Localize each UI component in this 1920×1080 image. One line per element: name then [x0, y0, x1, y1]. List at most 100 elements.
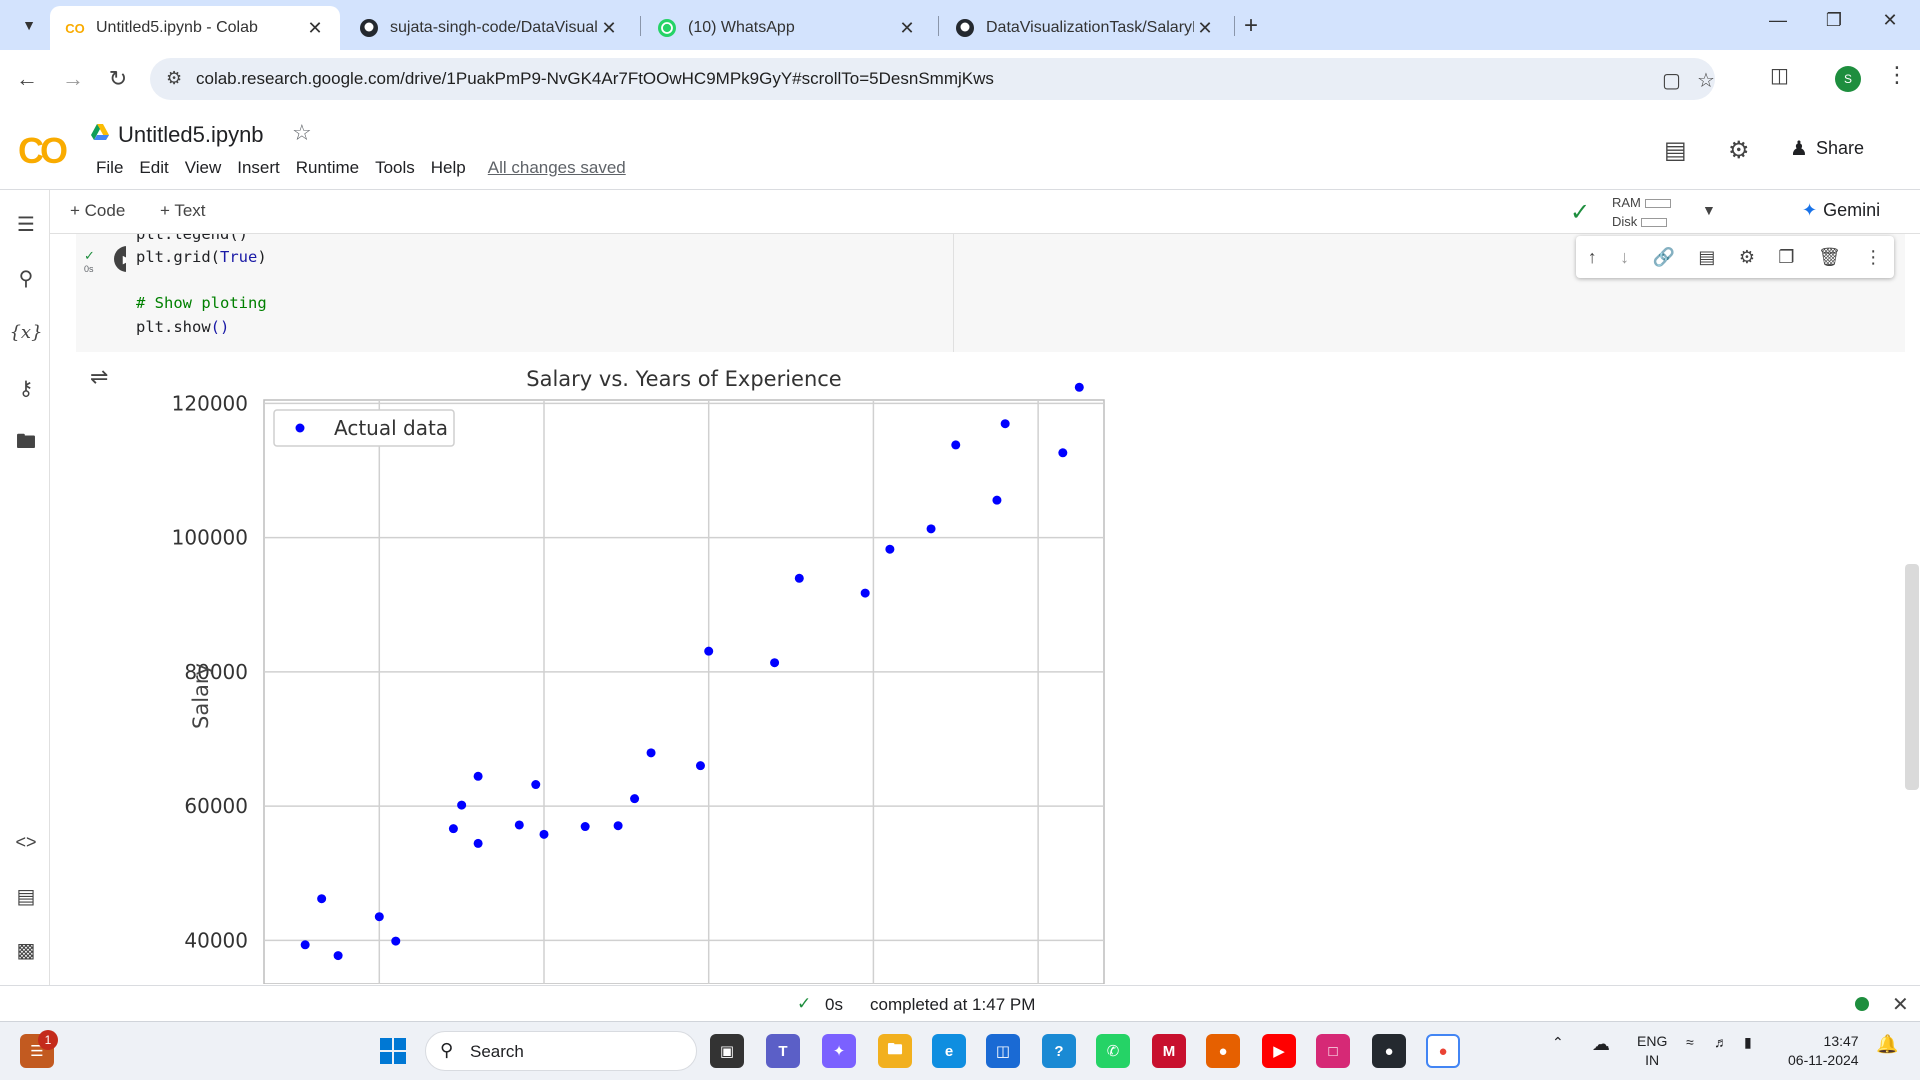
menu-file[interactable]: File — [96, 158, 124, 177]
save-status[interactable]: All changes saved — [487, 158, 626, 177]
copilot-icon[interactable]: ✦ — [822, 1034, 856, 1068]
tab-separator — [1234, 16, 1235, 36]
close-icon[interactable]: ✕ — [899, 17, 915, 38]
tab-search-button[interactable]: ▼ — [14, 10, 44, 40]
whatsapp-icon[interactable]: ✆ — [1096, 1034, 1130, 1068]
menu-insert[interactable]: Insert — [237, 158, 280, 177]
edge-icon[interactable]: e — [932, 1034, 966, 1068]
code-cell[interactable]: ✓ 0s ▶ plt.legend() plt.grid(True) # Sho… — [76, 234, 1905, 352]
address-bar[interactable]: ⚙ colab.research.google.com/drive/1PuakP… — [150, 58, 1715, 100]
store-icon[interactable]: ◫ — [986, 1034, 1020, 1068]
variables-icon[interactable]: {x} — [9, 321, 43, 343]
help-icon[interactable]: ? — [1042, 1034, 1076, 1068]
restore-button[interactable]: ❐ — [1825, 10, 1843, 30]
browser-tab-strip: ▼ CO Untitled5.ipynb - Colab ✕ sujata-si… — [0, 0, 1920, 50]
secrets-key-icon[interactable]: ⚷ — [18, 377, 34, 400]
menu-help[interactable]: Help — [430, 158, 466, 177]
minimize-button[interactable]: — — [1769, 10, 1787, 30]
site-info-icon[interactable]: ⚙ — [166, 68, 183, 88]
gemini-button[interactable]: ✦ Gemini — [1802, 200, 1880, 221]
forward-button[interactable]: → — [58, 64, 88, 94]
table-of-contents-icon[interactable]: ☰ — [17, 213, 35, 236]
share-button[interactable]: ♟ Share — [1790, 136, 1864, 161]
close-icon[interactable]: ✕ — [601, 17, 617, 38]
tab-github-1[interactable]: sujata-singh-code/DataVisualiz ✕ — [344, 6, 634, 50]
tab-whatsapp[interactable]: (10) WhatsApp ✕ — [642, 6, 932, 50]
terminal-icon[interactable]: ▩ — [16, 939, 36, 962]
notebook-title[interactable]: Untitled5.ipynb — [118, 122, 264, 147]
notification-bell-icon[interactable]: 🔔 — [1876, 1034, 1899, 1054]
new-tab-button[interactable]: + — [1244, 12, 1259, 39]
extensions-icon[interactable]: ◫ — [1770, 65, 1789, 87]
volume-icon[interactable]: ♬ — [1714, 1034, 1728, 1050]
folder-icon[interactable]: 🖿 — [16, 431, 36, 453]
youtube-icon[interactable]: ▶ — [1262, 1034, 1296, 1068]
delete-icon[interactable]: 🗑 — [1817, 246, 1841, 267]
star-icon[interactable]: ☆ — [292, 120, 312, 145]
data-point — [448, 824, 458, 834]
move-up-icon[interactable]: ↑ — [1587, 246, 1597, 267]
clock[interactable]: 13:47 06-11-2024 — [1788, 1032, 1859, 1070]
code-keyword: True — [220, 248, 258, 266]
data-point — [885, 544, 895, 554]
menu-bar: File Edit View Insert Runtime Tools Help… — [88, 158, 634, 178]
menu-edit[interactable]: Edit — [139, 158, 169, 177]
scrollbar[interactable] — [1905, 564, 1919, 790]
url-text[interactable]: colab.research.google.com/drive/1PuakPmP… — [196, 69, 994, 88]
window-close-button[interactable]: ✕ — [1882, 10, 1898, 30]
tab-colab[interactable]: CO Untitled5.ipynb - Colab ✕ — [50, 6, 340, 50]
code-editor[interactable]: plt.legend() plt.grid(True) # Show ploti… — [126, 234, 954, 352]
instagram-icon[interactable]: □ — [1316, 1034, 1350, 1068]
browser-menu-icon[interactable]: ⋮ — [1886, 62, 1908, 87]
reload-button[interactable]: ↻ — [103, 64, 133, 94]
windows-taskbar: ☰ ⚲ Search ▣ T ✦ 🖿 e ◫ ? ✆ M ● ▶ □ ● ● ⌃… — [0, 1021, 1920, 1080]
back-button[interactable]: ← — [12, 64, 42, 94]
taskbar-search[interactable]: ⚲ Search — [425, 1031, 697, 1071]
settings-gear-icon[interactable]: ⚙ — [1728, 137, 1750, 164]
windows-start-icon[interactable] — [376, 1034, 410, 1068]
menu-view[interactable]: View — [184, 158, 222, 177]
tab-github-2[interactable]: DataVisualizationTask/SalaryPre ✕ — [940, 6, 1230, 50]
ram-disk-indicator[interactable]: RAM Disk — [1612, 193, 1671, 231]
runtime-dropdown-icon[interactable]: ▼ — [1702, 202, 1716, 218]
onedrive-icon[interactable]: ☁ — [1592, 1034, 1610, 1054]
language-indicator[interactable]: ENG IN — [1637, 1032, 1667, 1070]
github-icon — [358, 17, 380, 39]
sparkle-icon: ✦ — [1802, 200, 1818, 220]
comment-icon[interactable]: ▤ — [1698, 246, 1716, 267]
add-text-button[interactable]: + Text — [160, 201, 206, 220]
file-explorer-icon[interactable]: 🖿 — [878, 1034, 912, 1068]
wifi-icon[interactable]: ≈ — [1686, 1034, 1694, 1050]
more-options-icon[interactable]: ⋮ — [1864, 246, 1883, 267]
data-point — [860, 588, 870, 598]
link-icon[interactable]: 🔗 — [1652, 246, 1675, 267]
close-icon[interactable]: ✕ — [1892, 994, 1909, 1016]
comments-icon[interactable]: ▤ — [1664, 137, 1687, 164]
status-text[interactable]: completed at 1:47 PM — [870, 995, 1036, 1014]
chevron-up-icon[interactable]: ⌃ — [1552, 1034, 1564, 1050]
mcafee-icon[interactable]: M — [1152, 1034, 1186, 1068]
bookmark-star-icon[interactable]: ☆ — [1697, 70, 1715, 92]
move-down-icon[interactable]: ↓ — [1620, 246, 1630, 267]
close-icon[interactable]: ✕ — [1197, 17, 1213, 38]
close-icon[interactable]: ✕ — [307, 17, 323, 38]
profile-avatar[interactable]: S — [1835, 66, 1861, 92]
data-point — [926, 524, 936, 534]
code-snippets-icon[interactable]: <> — [15, 831, 37, 852]
cast-off-icon[interactable]: ▢ — [1662, 70, 1681, 92]
mirror-cell-icon[interactable]: ❐ — [1778, 246, 1795, 267]
teams-icon[interactable]: T — [766, 1034, 800, 1068]
settings-icon[interactable]: ⚙ — [1738, 246, 1755, 267]
search-icon[interactable]: ⚲ — [18, 267, 34, 290]
firefox-icon[interactable]: ● — [1206, 1034, 1240, 1068]
menu-runtime[interactable]: Runtime — [295, 158, 360, 177]
menu-tools[interactable]: Tools — [375, 158, 415, 177]
command-palette-icon[interactable]: ▤ — [16, 885, 36, 908]
task-view-icon[interactable]: ▣ — [710, 1034, 744, 1068]
output-actions-icon[interactable]: ⇌ — [90, 364, 109, 389]
chrome-icon[interactable]: ● — [1426, 1034, 1460, 1068]
colab-logo[interactable]: CO — [18, 130, 68, 171]
battery-icon[interactable]: ▮ — [1744, 1034, 1752, 1050]
add-code-button[interactable]: + Code — [70, 201, 126, 220]
github-icon[interactable]: ● — [1372, 1034, 1406, 1068]
